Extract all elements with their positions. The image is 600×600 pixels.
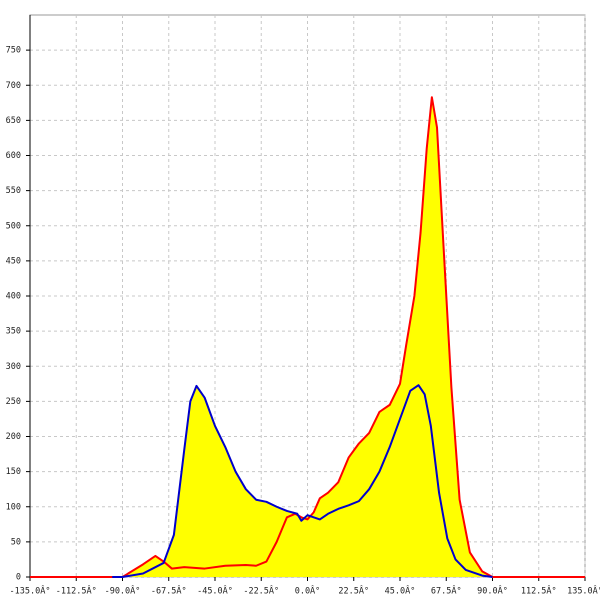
x-tick-label: -67.5Â° [151, 585, 187, 597]
y-tick-label: 700 [6, 81, 21, 91]
y-tick-label: 250 [6, 397, 21, 407]
y-tick-label: 450 [6, 256, 21, 266]
x-tick-label: 22.5Â° [338, 585, 369, 597]
y-tick-label: 0 [16, 573, 21, 583]
x-tick-label: -45.0Â° [197, 585, 233, 597]
x-tick-label: 67.5Â° [431, 585, 462, 597]
x-tick-label: 112.5Â° [521, 585, 557, 597]
y-tick-label: 200 [6, 432, 21, 442]
y-tick-label: 100 [6, 502, 21, 512]
x-tick-label: -135.0Â° [10, 585, 51, 597]
y-tick-label: 500 [6, 221, 21, 231]
area-fill [112, 385, 493, 577]
x-tick-label: -90.0Â° [105, 585, 141, 597]
y-tick-label: 600 [6, 151, 21, 161]
series-line [30, 96, 585, 578]
y-tick-label: 750 [6, 46, 21, 56]
x-tick-label: 0.0Â° [295, 585, 321, 597]
y-tick-label: 550 [6, 186, 21, 196]
x-tick-label: 90.0Â° [477, 585, 508, 597]
y-tick-label: 150 [6, 467, 21, 477]
x-tick-label: -112.5Â° [56, 585, 97, 597]
x-tick-label: -22.5Â° [243, 585, 279, 597]
y-tick-label: 350 [6, 327, 21, 337]
area-fill [30, 97, 585, 577]
y-tick-label: 50 [11, 537, 21, 547]
series-line [112, 384, 493, 578]
x-tick-label: 45.0Â° [385, 585, 416, 597]
x-tick-label: 135.0Â° [567, 585, 600, 597]
y-tick-label: 650 [6, 116, 21, 126]
y-tick-label: 300 [6, 362, 21, 372]
y-tick-label: 400 [6, 292, 21, 302]
